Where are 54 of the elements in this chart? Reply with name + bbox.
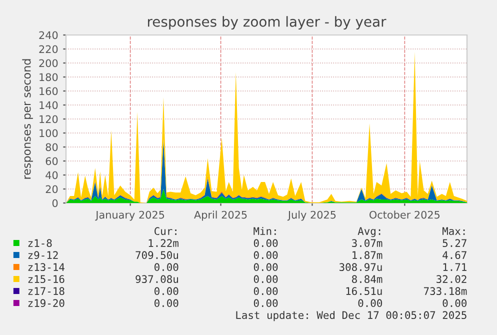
x-tick-label: January 2025	[95, 210, 164, 221]
y-tick-label: 80	[46, 143, 58, 152]
text: 733.18m	[424, 287, 467, 296]
legend-label: z13-14	[28, 263, 64, 272]
text: 1.22m	[148, 239, 178, 247]
text: 32.02	[436, 275, 466, 284]
legend-label: z1-8	[28, 239, 52, 248]
legend-label: z19-20	[28, 299, 64, 308]
text: 0.00	[154, 299, 178, 308]
text: 0.00	[254, 299, 278, 308]
text: 308.97u	[339, 263, 382, 272]
y-axis-title: responses per second	[22, 59, 33, 179]
text: 3.07m	[352, 239, 382, 248]
text: 0.00	[254, 251, 278, 260]
text: 0.00	[254, 287, 278, 296]
text: 937.08u	[136, 275, 178, 284]
x-tick-label: October 2025	[370, 210, 440, 219]
legend-label: z15-16	[28, 275, 64, 284]
text: 4.67	[442, 251, 466, 260]
y-tick-label: 120	[40, 115, 58, 124]
y-tick-label: 220	[39, 45, 58, 54]
y-tick-label: 100	[40, 129, 58, 138]
y-tick-label: 20	[46, 185, 58, 194]
text: 0.00	[254, 239, 278, 248]
text: Max:	[442, 227, 465, 236]
y-tick-label: 140	[40, 101, 58, 110]
text: 0.00	[254, 263, 278, 272]
y-tick-label: 160	[40, 87, 58, 96]
y-tick-label: 200	[39, 59, 58, 68]
legend-label: z17-18	[28, 287, 64, 296]
text: 1.71	[443, 263, 466, 271]
text: 8.84m	[352, 275, 382, 284]
legend-label: z9-12	[28, 251, 58, 260]
text: Min:	[254, 226, 276, 235]
text: 0.00	[442, 299, 467, 308]
x-tick-label: April 2025	[194, 210, 247, 221]
text: 16.51u	[346, 287, 382, 296]
y-tick-label: 40	[46, 171, 58, 180]
text: 1.87m	[352, 251, 382, 260]
text: 0.00	[358, 299, 382, 308]
text: 5.27	[442, 239, 466, 248]
x-tick-label: July 2025	[287, 210, 336, 221]
text: Avg:	[358, 227, 380, 238]
text: 0.00	[154, 287, 178, 296]
y-tick-label: 240	[39, 31, 58, 40]
chart-title: responses by zoom layer - by year	[148, 16, 386, 30]
y-tick-label: 0	[52, 199, 58, 208]
text: 0.00	[254, 275, 278, 284]
y-tick-label: 60	[46, 157, 58, 166]
text: 0.00	[154, 263, 178, 272]
text: 709.50u	[136, 251, 178, 260]
text: Cur:	[154, 227, 176, 236]
y-tick-label: 180	[40, 73, 58, 82]
text: Last update: Wed Dec 17 00:05:07 2025	[236, 310, 466, 322]
